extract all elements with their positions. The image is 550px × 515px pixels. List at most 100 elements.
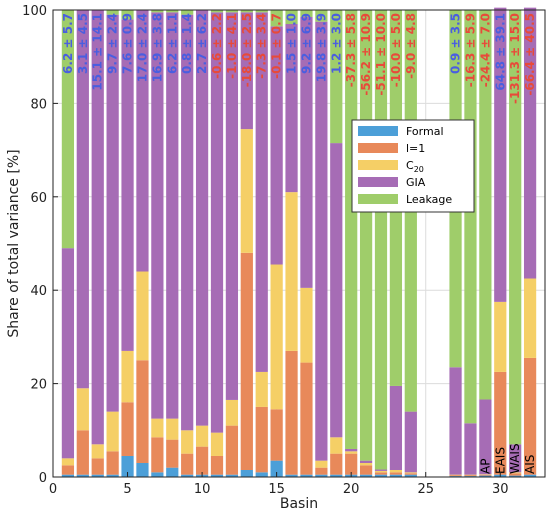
bar-segment-c20-basin-9 [181, 430, 194, 454]
bar-segment-gia-basin-7 [151, 12, 164, 419]
bar-segment-l1-basin-11 [210, 455, 224, 475]
bar-segment-gia-basin-30 [494, 7, 507, 302]
bar-value-label-basin-22: -51.1 ± 10.0 [374, 13, 388, 96]
bar-value-label-basin-2: 3.1 ± 4.5 [76, 13, 90, 74]
bar-segment-c20-basin-14 [255, 371, 268, 407]
bar-segment-l1-basin-30 [494, 371, 507, 475]
bar-segment-c20-basin-16 [285, 192, 298, 351]
bar-segment-l1-basin-20 [345, 453, 358, 475]
bar-segment-l1-basin-29 [479, 474, 492, 476]
bar-value-label-basin-14: -7.3 ± 3.4 [255, 13, 269, 79]
bar-segment-leak-basin-19 [330, 10, 343, 144]
bar-segment-c20-basin-5 [121, 350, 134, 403]
bar-segment-gia-basin-20 [345, 448, 358, 452]
bar-segment-gia-basin-17 [300, 17, 313, 288]
legend-label-c20-sub: 20 [414, 165, 424, 174]
bar-segment-l1-basin-15 [270, 409, 283, 461]
bar-segment-leak-basin-31 [509, 10, 522, 445]
legend: Formal l=1 C20 GIA Leakage [351, 119, 475, 213]
x-axis-label: Basin [280, 496, 318, 512]
x-tick-label: 30 [492, 482, 509, 497]
bar-segment-formal-basin-14 [255, 472, 268, 477]
bar-segment-formal-basin-15 [270, 460, 283, 477]
region-labels: AP EAIS WAIS AIS [478, 443, 537, 474]
bar-segment-l1-basin-1 [61, 465, 75, 475]
bar-segment-leak-basin-18 [315, 10, 328, 22]
legend-label-c20: C20 [406, 159, 424, 174]
y-tick-label: 80 [30, 97, 47, 112]
legend-swatch-leakage [358, 194, 398, 204]
bar-segment-formal-basin-11 [210, 474, 224, 477]
bar-segment-formal-basin-8 [166, 467, 179, 477]
bar-segment-leak-basin-7 [151, 10, 164, 13]
bar-value-label-basin-24: -9.0 ± 4.8 [404, 13, 418, 79]
bar-segment-c20-basin-17 [300, 287, 313, 363]
bar-value-label-basin-6: 17.0 ± 2.4 [135, 13, 149, 82]
bar-value-label-basin-8: 6.2 ± 1.1 [165, 13, 179, 74]
bar-segment-l1-basin-17 [300, 362, 313, 475]
bar-segment-gia-basin-12 [225, 12, 239, 400]
bar-segment-gia-basin-29 [479, 399, 492, 475]
bar-segment-formal-basin-24 [404, 474, 417, 477]
bar-segment-leak-basin-15 [270, 10, 283, 27]
bar-value-label-basin-18: 19.8 ± 3.9 [314, 13, 328, 82]
bar-segment-leak-basin-29 [479, 10, 492, 400]
bar-value-label-basin-15: -0.1 ± 0.7 [270, 13, 284, 79]
bar-segment-gia-basin-16 [285, 24, 298, 193]
bar-segment-l1-basin-21 [359, 465, 373, 475]
bar-segment-l1-basin-12 [225, 425, 239, 475]
bar-segment-formal-basin-21 [359, 474, 373, 477]
bar-value-label-basin-19: 1.2 ± 3.0 [329, 13, 343, 74]
bar-segment-c20-basin-15 [270, 264, 283, 410]
bar-segment-l1-basin-6 [136, 360, 149, 463]
bar-segment-l1-basin-9 [181, 453, 194, 475]
bar-value-label-basin-3: 15.1 ± 14.1 [91, 13, 105, 91]
bar-segment-gia-basin-13 [240, 12, 253, 130]
bar-segment-leak-basin-8 [166, 10, 179, 13]
bar-segment-l1-basin-14 [255, 406, 268, 473]
x-tick-label: 25 [417, 482, 434, 497]
bar-segment-l1-basin-24 [404, 473, 417, 475]
bar-segment-leak-basin-4 [106, 10, 119, 15]
bar-segment-gia-basin-24 [404, 411, 417, 473]
bar-value-label-basin-5: 7.6 ± 0.9 [121, 13, 135, 74]
bar-segment-formal-basin-9 [181, 474, 194, 477]
region-label-eais: EAIS [493, 447, 507, 474]
bar-value-label-basin-10: 2.7 ± 6.2 [195, 13, 209, 74]
bar-value-label-basin-31: -131.3 ± 15.0 [508, 13, 522, 104]
bar-value-label-basin-12: -1.0 ± 4.1 [225, 13, 239, 79]
bar-segment-l1-basin-3 [91, 458, 104, 475]
bar-segment-c20-basin-6 [136, 271, 149, 361]
bar-value-label-basin-17: 9.2 ± 6.9 [299, 13, 313, 74]
bar-segment-formal-basin-16 [285, 474, 298, 477]
y-tick-label: 0 [39, 471, 47, 486]
bar-segment-gia-basin-32 [523, 7, 537, 279]
bar-segment-gia-basin-5 [121, 19, 134, 351]
bar-segment-formal-basin-4 [106, 474, 119, 477]
bar-segment-formal-basin-17 [300, 474, 313, 477]
bar-value-label-basin-27: 0.9 ± 3.5 [449, 13, 463, 74]
bar-value-labels: 6.2 ± 5.7 3.1 ± 4.5 15.1 ± 14.1 9.7 ± 2.4 7.… [61, 13, 537, 104]
bar-segment-l1-basin-32 [523, 357, 537, 475]
x-tick-label: 15 [268, 482, 285, 497]
bar-segment-c20-basin-1 [61, 458, 75, 466]
bar-segment-c20-basin-23 [389, 469, 403, 473]
bar-segment-gia-basin-11 [210, 12, 224, 433]
bar-segment-l1-basin-31 [509, 473, 522, 476]
bar-segment-c20-basin-20 [345, 451, 358, 454]
bar-segment-gia-basin-31 [509, 444, 522, 473]
bar-segment-c20-basin-7 [151, 418, 164, 438]
bar-segment-gia-basin-10 [195, 10, 209, 426]
bar-segment-leak-basin-11 [210, 10, 224, 13]
legend-label-l1: l=1 [406, 142, 425, 155]
bar-segment-c20-basin-10 [195, 425, 209, 447]
bar-segment-leak-basin-28 [464, 10, 477, 424]
bar-segment-gia-basin-23 [389, 385, 403, 470]
y-tick-labels: 0 20 40 60 80 100 [22, 4, 58, 486]
bar-value-label-basin-4: 9.7 ± 2.4 [106, 13, 120, 74]
bar-segment-l1-basin-8 [166, 439, 179, 468]
bar-segment-leak-basin-5 [121, 10, 134, 20]
bar-segment-l1-basin-13 [240, 252, 253, 470]
bar-value-label-basin-30: 64.8 ± 39.1 [493, 13, 507, 91]
